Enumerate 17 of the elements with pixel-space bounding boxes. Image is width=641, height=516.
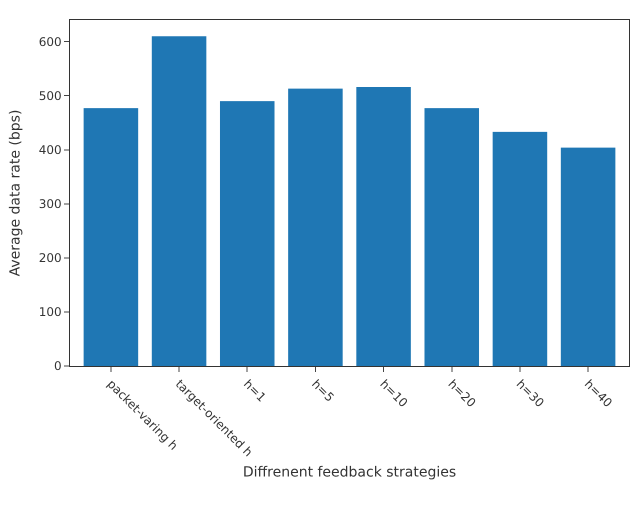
bar	[288, 88, 343, 366]
bar	[560, 148, 616, 366]
bar	[492, 132, 548, 366]
y-axis-title: Average data rate (bps)	[7, 110, 24, 276]
y-tick-label: 100	[38, 305, 62, 320]
y-tick-label: 300	[38, 197, 62, 212]
x-axis-title: Diffrenent feedback strategies	[242, 464, 456, 481]
y-tick-label: 600	[38, 34, 62, 49]
y-tick-label: 200	[38, 251, 62, 266]
bar	[220, 101, 275, 366]
bar	[356, 87, 411, 366]
bar	[84, 108, 138, 366]
bar	[424, 108, 480, 366]
y-tick-label: 500	[38, 88, 62, 103]
y-tick-label: 400	[38, 142, 62, 157]
bar	[152, 36, 206, 366]
y-tick-label: 0	[54, 359, 62, 374]
